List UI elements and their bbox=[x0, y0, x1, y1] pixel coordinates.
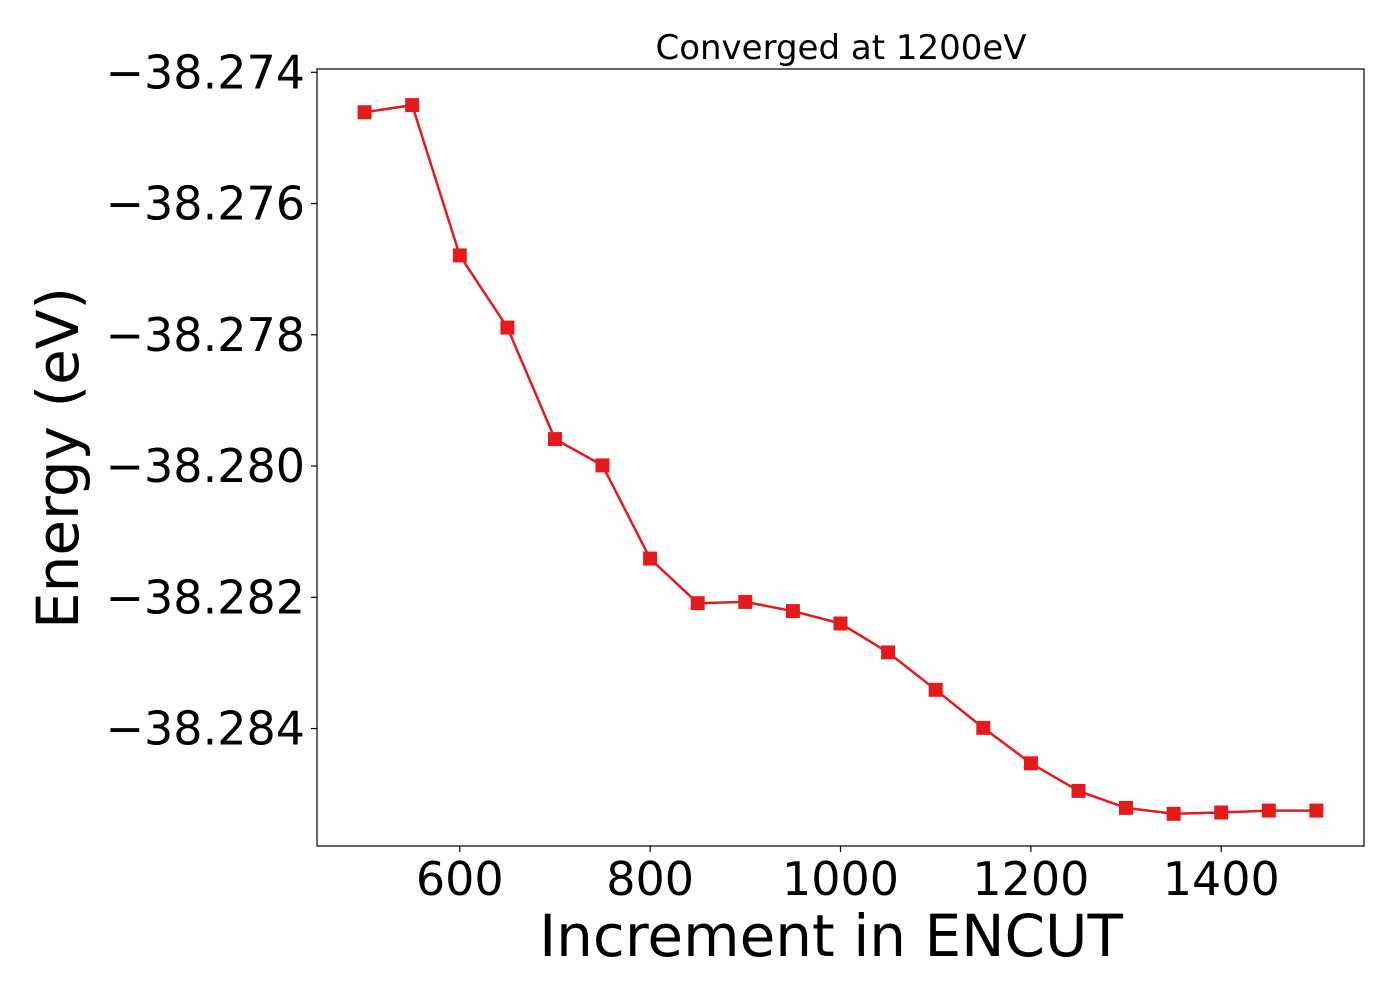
data-point bbox=[1119, 800, 1133, 815]
y-tick-label: −38.280 bbox=[106, 439, 306, 493]
data-point bbox=[738, 594, 753, 609]
x-tick-label: 1000 bbox=[782, 852, 899, 906]
data-point bbox=[1071, 783, 1086, 798]
y-tick-label: −38.276 bbox=[106, 177, 306, 231]
data-point bbox=[1023, 756, 1038, 771]
y-tick-label: −38.274 bbox=[106, 45, 306, 99]
chart-title: Converged at 1200eV bbox=[655, 28, 1026, 68]
data-point bbox=[643, 551, 658, 566]
series-layer bbox=[357, 98, 1324, 821]
data-point bbox=[785, 604, 800, 619]
data-point bbox=[357, 105, 372, 120]
x-axis-label: Increment in ENCUT bbox=[539, 902, 1123, 970]
data-point bbox=[881, 645, 896, 660]
data-point bbox=[1309, 803, 1324, 818]
data-point bbox=[833, 616, 848, 631]
y-tick-label: −38.284 bbox=[106, 702, 306, 756]
series-line bbox=[364, 103, 1317, 816]
x-tick-label: 1400 bbox=[1163, 852, 1280, 906]
y-axis-ticks: −38.274 −38.276 −38.278 −38.280 −38.282 −38.2… bbox=[106, 45, 317, 756]
data-point bbox=[405, 98, 420, 113]
y-tick-label: −38.278 bbox=[106, 308, 306, 362]
x-tick-label: 800 bbox=[606, 852, 694, 906]
data-point bbox=[500, 320, 515, 335]
data-point bbox=[1214, 805, 1229, 820]
data-point bbox=[928, 682, 943, 697]
x-axis-ticks: 600 800 1000 1200 1400 bbox=[416, 846, 1280, 906]
plot-area bbox=[316, 68, 1365, 847]
data-point bbox=[595, 458, 610, 473]
data-point bbox=[548, 432, 562, 447]
x-tick-label: 1200 bbox=[972, 852, 1089, 906]
y-tick-label: −38.282 bbox=[106, 570, 306, 624]
y-axis-label: Energy (eV) bbox=[24, 287, 92, 629]
x-tick-label: 600 bbox=[416, 852, 504, 906]
plot-frame bbox=[316, 68, 1365, 847]
data-point bbox=[976, 720, 991, 735]
data-point bbox=[1261, 803, 1276, 818]
data-point bbox=[690, 596, 705, 611]
data-point bbox=[452, 248, 467, 263]
data-point bbox=[1166, 806, 1181, 821]
